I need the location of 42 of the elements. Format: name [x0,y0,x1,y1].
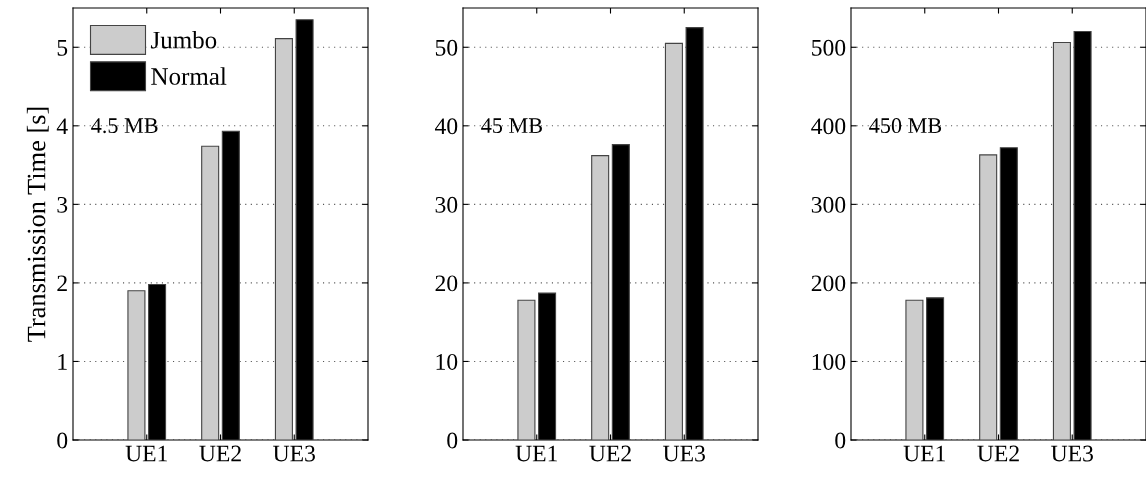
x-tick-label: UE3 [273,445,315,462]
x-tick-label: UE2 [199,445,241,462]
x-tick-label: UE3 [1051,445,1093,462]
annotation: 450 MB [869,118,942,134]
y-tick-label: 40 [434,118,458,135]
y-tick-label: 0 [835,432,846,449]
y-tick-label: 50 [435,39,458,56]
x-tick-label: UE1 [903,445,945,462]
annotation: 4.5 MB [91,118,158,134]
legend-label: Jumbo [151,30,217,49]
y-axis-title: Transmission Time [s] [26,107,49,342]
legend-label: Normal [151,67,227,85]
y-tick-label: 2 [57,275,67,292]
x-tick-label: UE2 [589,445,631,462]
bar [127,290,146,440]
bar [591,155,610,440]
bar [274,38,293,440]
annotation: 45 MB [481,118,542,134]
y-tick-label: 200 [811,275,846,292]
y-tick-label: 100 [812,353,846,370]
bar [517,299,536,440]
y-tick-label: 0 [57,432,68,449]
y-tick-label: 30 [435,196,458,213]
y-tick-label: 1 [58,354,67,370]
y-tick-label: 400 [811,118,846,135]
y-tick-label: 300 [811,196,846,213]
y-tick-label: 500 [812,39,846,56]
y-tick-label: 4 [56,118,68,135]
bar [905,299,924,440]
x-tick-label: UE3 [663,445,705,462]
y-tick-label: 10 [436,353,458,370]
bar [201,145,220,440]
y-tick-label: 3 [57,196,68,213]
x-tick-label: UE2 [977,445,1019,462]
bar [979,154,998,440]
y-tick-label: 0 [447,432,458,449]
y-tick-label: 5 [57,40,68,56]
bar [1052,42,1071,440]
y-tick-label: 20 [435,275,458,292]
x-tick-label: UE1 [515,445,557,462]
bar [664,42,683,440]
x-tick-label: UE1 [125,445,167,462]
